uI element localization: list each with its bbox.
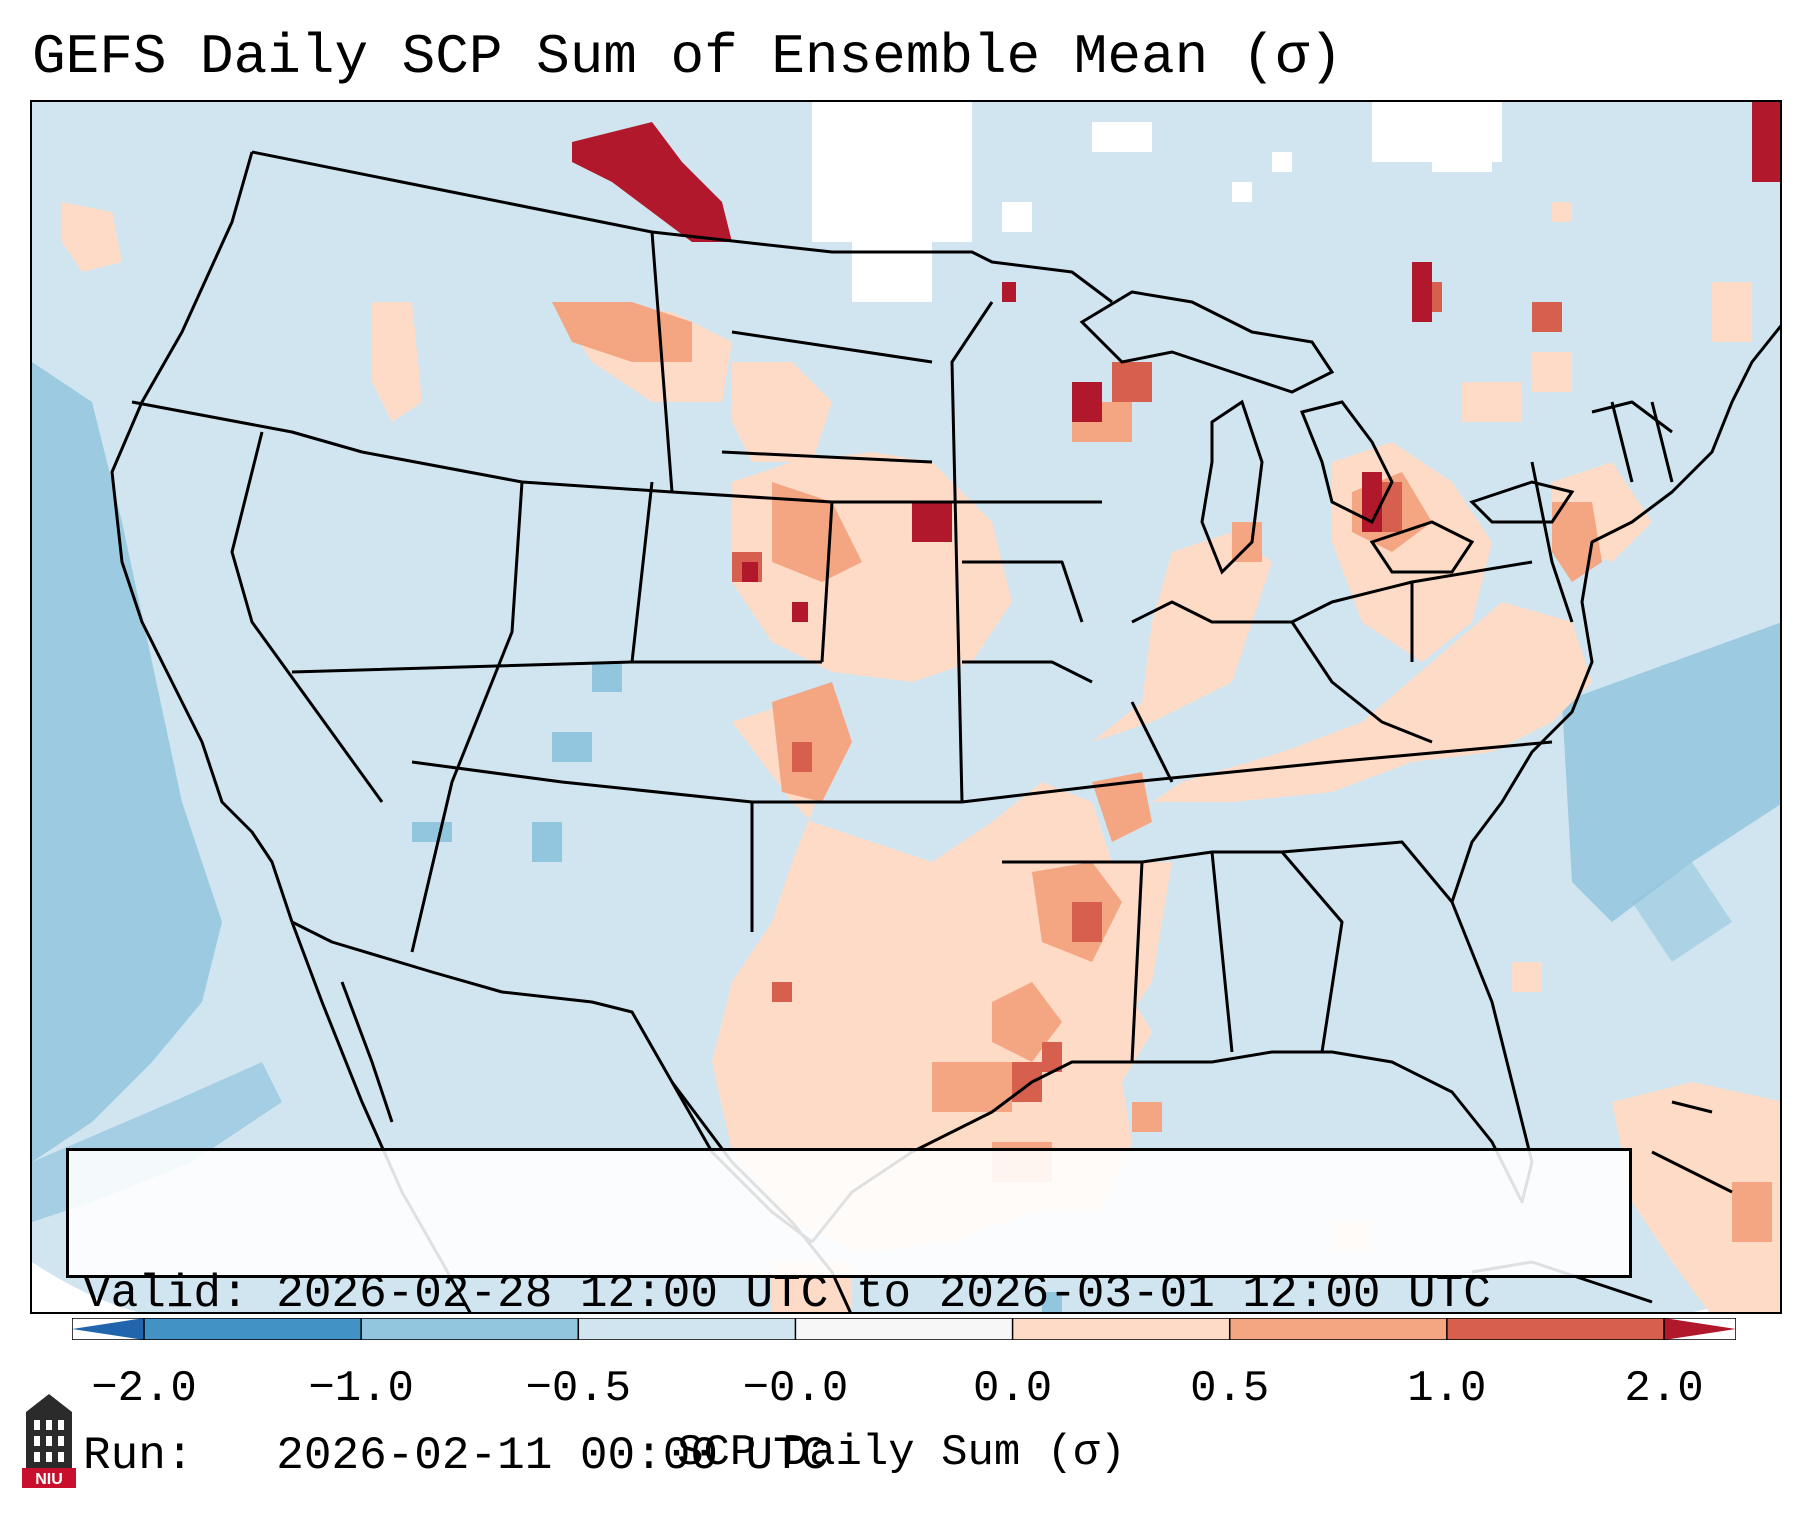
valid-label: Valid: — [83, 1268, 249, 1320]
colorbar-bin — [1229, 1318, 1448, 1340]
colorbar-bin — [1012, 1318, 1231, 1340]
positive-max-areas — [572, 102, 1780, 622]
logo-windows — [34, 1420, 64, 1462]
projection-edge — [32, 1262, 137, 1312]
colorbar-tick-label: −0.5 — [525, 1364, 632, 1414]
colorbar-tick-label: −1.0 — [308, 1364, 414, 1414]
colorbar-bin — [795, 1318, 1014, 1340]
colorbar — [72, 1318, 1736, 1340]
colorbar-tick-label: −0.0 — [742, 1364, 849, 1414]
negative-anomaly-areas — [32, 362, 1780, 1312]
map-title: GEFS Daily SCP Sum of Ensemble Mean (σ) — [32, 25, 1343, 89]
colorbar-extend-min — [72, 1318, 144, 1340]
valid-row: Valid: 2026-02-28 12:00 UTC to 2026-03-0… — [83, 1267, 1615, 1321]
colorbar-tick-label: 0.5 — [1190, 1364, 1270, 1414]
niu-logo: NIU — [22, 1394, 76, 1488]
run-row: Run: 2026-02-11 00:00 UTC — [83, 1429, 1615, 1483]
colorbar-bin — [361, 1318, 579, 1340]
colorbar-tick-label: 2.0 — [1624, 1364, 1704, 1414]
run-label: Run: — [83, 1430, 194, 1482]
colorbar-tick-label: 1.0 — [1407, 1364, 1487, 1414]
logo-base — [22, 1468, 76, 1488]
conus-map — [32, 102, 1780, 1312]
colorbar-bin — [1446, 1318, 1665, 1340]
logo-tower — [26, 1394, 72, 1468]
colorbar-bin — [578, 1318, 796, 1340]
colorbar-tick-label: −2.0 — [91, 1364, 197, 1414]
great-lakes — [1079, 290, 1575, 575]
colorbar-bin — [144, 1318, 362, 1340]
valid-value: 2026-02-28 12:00 UTC to 2026-03-01 12:00… — [276, 1268, 1491, 1320]
run-value: 2026-02-11 00:00 UTC — [276, 1430, 829, 1482]
colorbar-extend-max — [1664, 1318, 1736, 1340]
map-panel — [30, 100, 1782, 1314]
logo-text: NIU — [35, 1471, 63, 1488]
colorbar-tick-label: 0.0 — [972, 1364, 1053, 1414]
valid-time-box: Valid: 2026-02-28 12:00 UTC to 2026-03-0… — [66, 1148, 1632, 1482]
colorbar-label: SCP Daily Sum (σ) — [677, 1428, 1126, 1478]
